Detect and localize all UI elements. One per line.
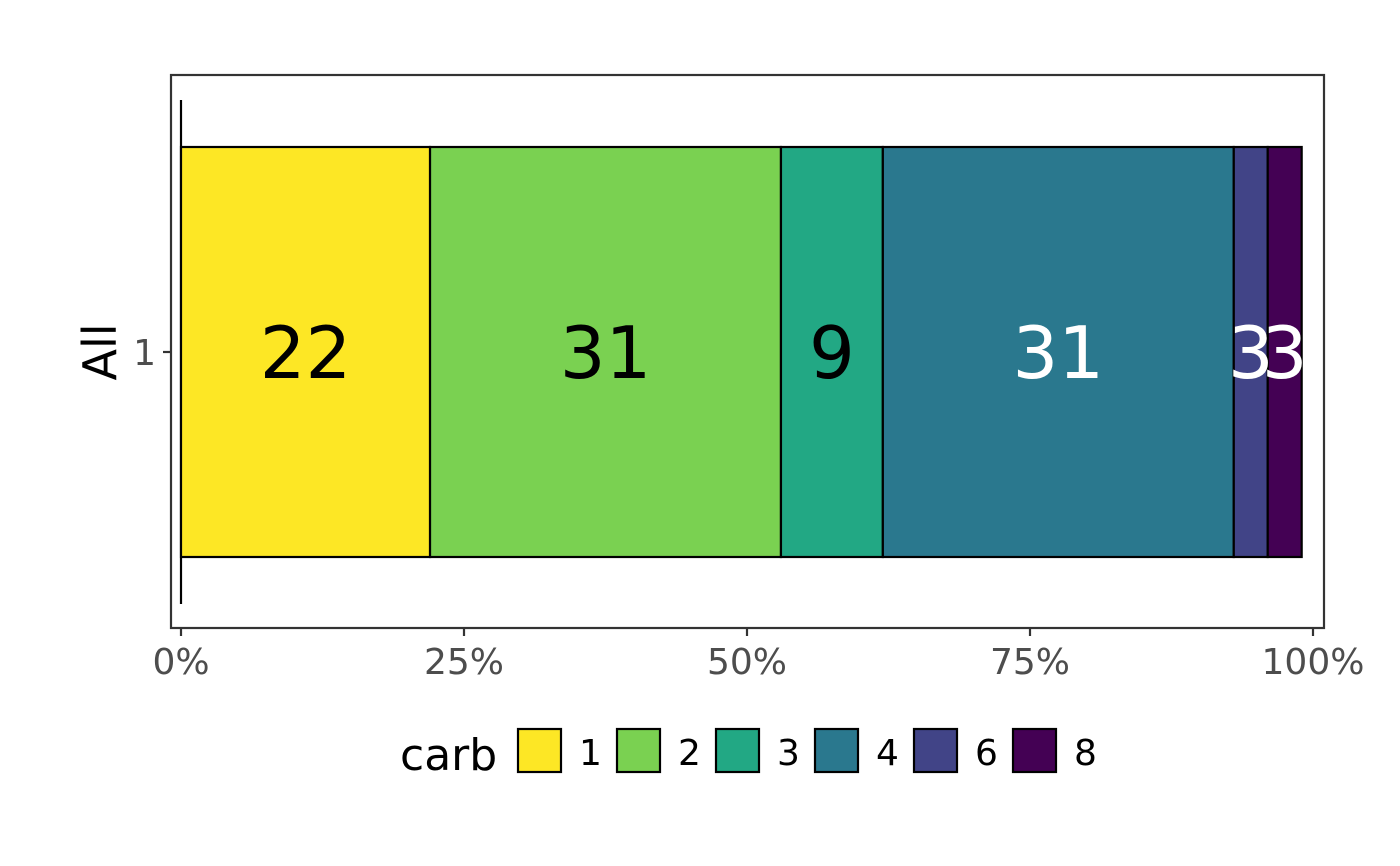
legend-label-carb-2: 2: [678, 733, 701, 774]
bar-label-carb-6: 3: [1228, 311, 1274, 395]
legend: carb 1 2 3 4 6 8: [400, 727, 1097, 781]
x-tick-label: 75%: [990, 642, 1070, 683]
legend-label-carb-4: 4: [876, 733, 899, 774]
bar-labels: 22 31 9 31 33: [260, 311, 1308, 395]
x-tick-label: 0%: [152, 642, 209, 683]
bar-segment-carb-1: [179, 145, 432, 559]
legend-key-carb-8: [1011, 727, 1058, 774]
x-tick-label: 50%: [707, 642, 787, 683]
legend-key-carb-2: [615, 727, 662, 774]
bar-label-carb-4: 31: [1012, 311, 1104, 395]
legend-label-carb-6: 6: [975, 733, 998, 774]
legend-key-carb-1: [516, 727, 563, 774]
x-tick-label: 25%: [424, 642, 504, 683]
x-tick-label: 100%: [1262, 642, 1365, 683]
bar-label-carb-2: 31: [560, 311, 652, 395]
bar-segment-carb-8: [1266, 145, 1303, 559]
y-tick-label: 1: [133, 333, 156, 374]
bar-label-carb-8: 3: [1262, 311, 1308, 395]
legend-label-carb-8: 8: [1074, 733, 1097, 774]
legend-key-carb-6: [912, 727, 959, 774]
bar-label-carb-3: 9: [809, 311, 855, 395]
y-axis-title: All: [73, 323, 127, 380]
x-axis: 0% 25% 50% 75% 100%: [152, 628, 1364, 683]
bar-segment-carb-2: [428, 145, 783, 559]
bar-label-carb-1: 22: [260, 311, 352, 395]
y-axis: All 1: [73, 323, 171, 381]
legend-key-carb-3: [714, 727, 761, 774]
legend-key-carb-4: [813, 727, 860, 774]
stacked-bars: [179, 145, 1303, 559]
legend-label-carb-1: 1: [579, 733, 602, 774]
legend-title: carb: [400, 730, 497, 781]
legend-label-carb-3: 3: [777, 733, 800, 774]
